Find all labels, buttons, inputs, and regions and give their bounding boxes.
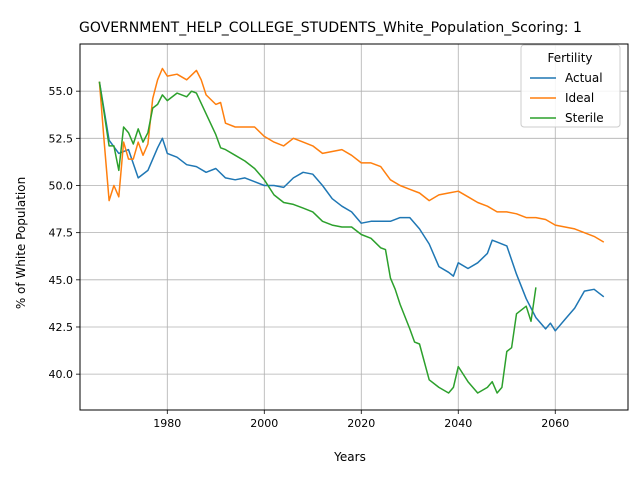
x-tick-label: 2020 xyxy=(347,417,375,430)
x-axis-ticks: 1980 2000 2020 2040 2060 xyxy=(153,410,569,430)
y-axis-label: % of White Population xyxy=(14,177,28,309)
series-line-ideal xyxy=(98,67,605,243)
legend-box xyxy=(520,44,621,128)
y-tick-label: 50.0 xyxy=(49,179,74,192)
legend-label-ideal: Ideal xyxy=(565,91,594,105)
legend: Fertility Actual Ideal Sterile xyxy=(520,44,621,128)
x-tick-label: 2000 xyxy=(250,417,278,430)
x-axis-label: Years xyxy=(333,450,366,464)
y-tick-label: 52.5 xyxy=(49,132,74,145)
y-tick-label: 45.0 xyxy=(49,274,74,287)
series-line-actual xyxy=(98,81,605,332)
x-tick-label: 1980 xyxy=(153,417,181,430)
y-axis-ticks: 40.0 42.5 45.0 47.5 50.0 52.5 55.0 xyxy=(49,85,80,381)
x-tick-label: 2040 xyxy=(444,417,472,430)
y-tick-label: 40.0 xyxy=(49,368,74,381)
x-tick-label: 2060 xyxy=(541,417,569,430)
series-line-sterile xyxy=(98,81,537,394)
legend-label-sterile: Sterile xyxy=(565,111,604,125)
y-tick-label: 47.5 xyxy=(49,227,74,240)
legend-label-actual: Actual xyxy=(565,71,603,85)
chart-title: GOVERNMENT_HELP_COLLEGE_STUDENTS_White_P… xyxy=(79,20,582,36)
legend-title: Fertility xyxy=(547,51,592,65)
y-tick-label: 42.5 xyxy=(49,321,74,334)
y-tick-label: 55.0 xyxy=(49,85,74,98)
plot-area-series xyxy=(98,67,605,394)
axes-frame xyxy=(79,43,629,411)
grid-lines xyxy=(80,44,628,410)
